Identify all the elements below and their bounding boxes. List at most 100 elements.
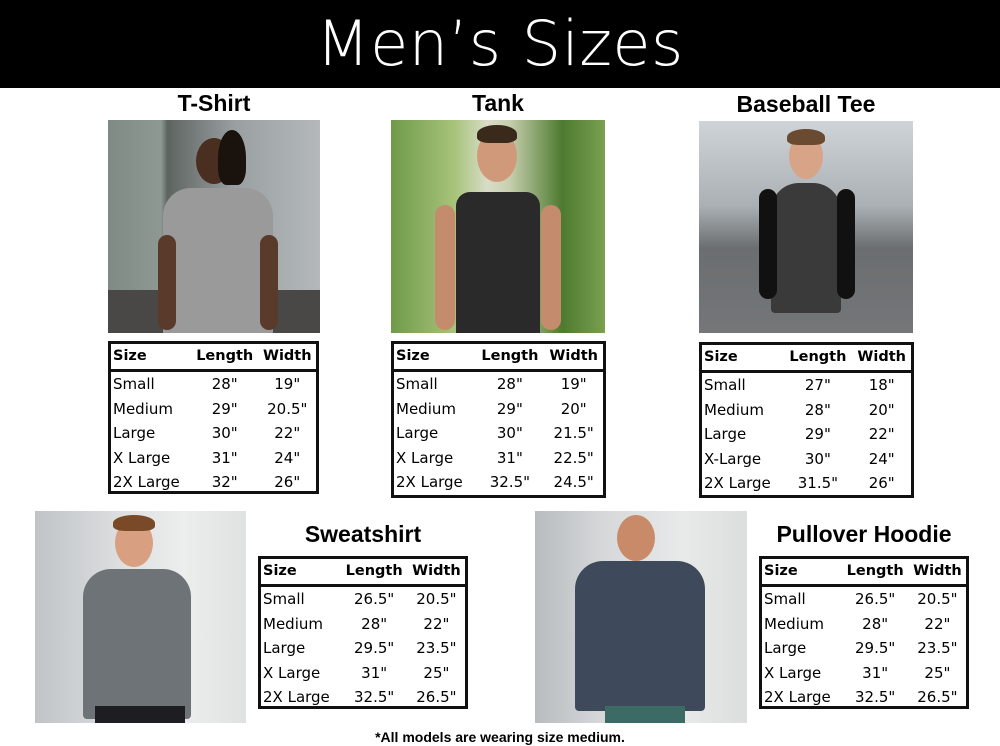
- product-title-tshirt: T-Shirt: [177, 90, 251, 116]
- table-row: Small 27" 18": [702, 373, 911, 398]
- column-header: Width: [549, 348, 598, 364]
- size-cell: 2X Large: [764, 688, 831, 706]
- length-cell: 31": [496, 448, 523, 467]
- size-cell: Small: [704, 376, 746, 394]
- column-header: Width: [412, 563, 461, 579]
- column-header: Size: [704, 349, 738, 365]
- column-header: Length: [345, 563, 403, 579]
- table-row: Medium 29" 20.5": [111, 397, 316, 422]
- length-cell: 31.5": [797, 474, 839, 492]
- page-title: Men’s Sizes: [316, 7, 684, 80]
- length-cell: 30": [211, 424, 238, 442]
- table-row: Large 29.5" 23.5": [762, 636, 966, 661]
- size-table-baseball-tee: Size Length Width Small 27" 18" Medium 28" 20" La…: [699, 342, 914, 498]
- table-row: 2X Large 32.5" 26.5": [762, 685, 966, 710]
- size-cell: Large: [764, 639, 807, 657]
- sweatshirt-model-photo: [35, 511, 246, 723]
- width-cell: 24": [868, 449, 895, 468]
- length-cell: 26.5": [354, 590, 395, 608]
- width-cell: 26": [274, 473, 301, 491]
- column-header: Size: [396, 348, 430, 364]
- table-row: X Large 31" 25": [762, 661, 966, 686]
- hoodie-model-photo: [535, 511, 747, 723]
- table-row: Large 30" 22": [111, 421, 316, 446]
- length-cell: 31": [361, 663, 388, 682]
- length-cell: 32.5": [489, 473, 531, 491]
- column-header: Length: [196, 348, 254, 364]
- size-cell: Medium: [396, 399, 456, 418]
- size-cell: 2X Large: [263, 688, 330, 706]
- width-cell: 22.5": [553, 448, 594, 467]
- table-row: 2X Large 32" 26": [111, 470, 316, 495]
- length-cell: 28": [361, 614, 388, 633]
- tshirt-model-photo: [108, 120, 320, 333]
- table-row: X Large 31" 22.5": [394, 446, 603, 471]
- length-cell: 32": [211, 473, 238, 491]
- table-row: Small 26.5" 20.5": [762, 587, 966, 612]
- length-cell: 30": [496, 424, 523, 442]
- size-cell: Large: [263, 639, 306, 657]
- size-table-tank: Size Length Width Small 28" 19" Medium 29" 20" La…: [391, 341, 606, 498]
- table-header-row: Size Length Width: [111, 344, 316, 372]
- length-cell: 27": [804, 376, 831, 394]
- table-header-row: Size Length Width: [702, 345, 911, 373]
- width-cell: 20.5": [917, 590, 958, 608]
- size-cell: X Large: [113, 448, 171, 467]
- column-header: Length: [846, 563, 904, 579]
- table-row: Medium 29" 20": [394, 397, 603, 422]
- table-row: Small 26.5" 20.5": [261, 587, 465, 612]
- width-cell: 20": [868, 400, 895, 419]
- width-cell: 22": [868, 425, 895, 443]
- length-cell: 29": [211, 399, 238, 418]
- table-row: Large 30" 21.5": [394, 421, 603, 446]
- table-row: X-Large 30" 24": [702, 447, 911, 472]
- table-row: Large 29" 22": [702, 422, 911, 447]
- length-cell: 31": [862, 663, 889, 682]
- length-cell: 29": [804, 425, 831, 443]
- size-cell: X Large: [396, 448, 454, 467]
- size-cell: X Large: [263, 663, 321, 682]
- width-cell: 19": [560, 375, 587, 393]
- length-cell: 28": [862, 614, 889, 633]
- size-cell: 2X Large: [704, 474, 771, 492]
- size-cell: Large: [396, 424, 439, 442]
- size-table-tshirt: Size Length Width Small 28" 19" Medium 29" 20.5"…: [108, 341, 319, 494]
- length-cell: 32.5": [855, 688, 896, 706]
- length-cell: 29.5": [855, 639, 896, 657]
- width-cell: 24.5": [553, 473, 594, 491]
- column-header: Size: [113, 348, 147, 364]
- size-cell: Small: [764, 590, 806, 608]
- product-title-sweatshirt: Sweatshirt: [304, 521, 422, 547]
- size-cell: X Large: [764, 663, 822, 682]
- table-header-row: Size Length Width: [394, 344, 603, 372]
- length-cell: 31": [211, 448, 238, 467]
- column-header: Width: [913, 563, 962, 579]
- width-cell: 20.5": [267, 399, 308, 418]
- tank-model-photo: [391, 120, 605, 333]
- size-cell: Small: [113, 375, 155, 393]
- table-row: 2X Large 31.5" 26": [702, 471, 911, 496]
- table-row: Medium 28" 22": [261, 612, 465, 637]
- table-row: X Large 31" 25": [261, 661, 465, 686]
- table-row: 2X Large 32.5" 24.5": [394, 470, 603, 495]
- column-header: Width: [262, 348, 312, 364]
- table-row: 2X Large 32.5" 26.5": [261, 685, 465, 710]
- size-cell: Medium: [113, 399, 173, 418]
- table-row: Medium 28" 22": [762, 612, 966, 637]
- length-cell: 29": [496, 399, 523, 418]
- column-header: Width: [857, 349, 906, 365]
- column-header: Size: [764, 563, 798, 579]
- size-cell: Medium: [704, 400, 764, 419]
- width-cell: 21.5": [553, 424, 594, 442]
- column-header: Length: [481, 348, 539, 364]
- product-title-tank: Tank: [472, 90, 524, 116]
- width-cell: 18": [868, 376, 895, 394]
- width-cell: 26.5": [917, 688, 958, 706]
- size-cell: X-Large: [704, 449, 762, 468]
- column-header: Size: [263, 563, 297, 579]
- size-cell: Medium: [764, 614, 824, 633]
- column-header: Length: [789, 349, 847, 365]
- length-cell: 29.5": [354, 639, 395, 657]
- product-title-baseball-tee: Baseball Tee: [736, 91, 876, 117]
- width-cell: 26": [868, 474, 895, 492]
